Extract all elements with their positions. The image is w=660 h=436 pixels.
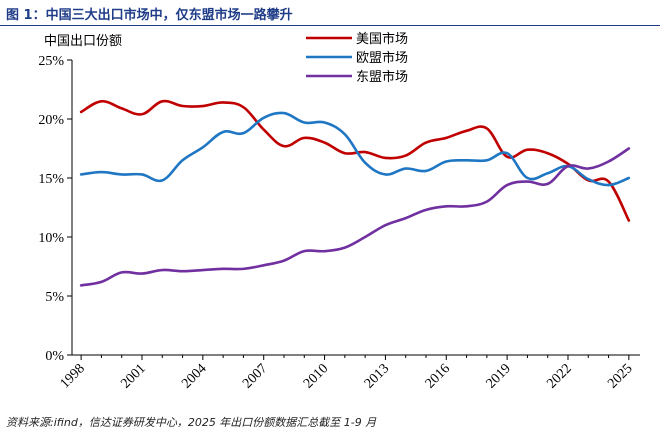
- x-tick-label: 2022: [544, 361, 574, 391]
- x-tick-label: 2013: [362, 361, 392, 391]
- x-tick-label: 2025: [605, 361, 635, 391]
- legend-label-eu-market: 欧盟市场: [356, 50, 408, 66]
- series-line-us-market: [79, 99, 631, 222]
- y-tick-label: 0%: [45, 349, 64, 364]
- x-tick-label: 1998: [58, 361, 88, 391]
- title-divider: [0, 25, 660, 26]
- legend-label-us-market: 美国市场: [356, 31, 408, 47]
- y-tick-label: 25%: [38, 54, 64, 69]
- series-line-eu-market: [79, 111, 631, 187]
- series-layer: [79, 99, 631, 287]
- y-tick-label: 10%: [38, 231, 64, 246]
- source-note: 资料来源:ifind，信达证券研发中心，2025 年出口份额数据汇总截至 1-9…: [6, 416, 377, 429]
- y-axis-label: 中国出口份额: [44, 34, 123, 49]
- x-tick-label: 2016: [423, 361, 453, 391]
- x-tick-label: 2001: [118, 361, 148, 391]
- x-tick-label: 2004: [179, 361, 209, 391]
- x-tick-label: 2019: [484, 361, 514, 391]
- y-tick-label: 20%: [38, 113, 64, 128]
- figure-title: 图 1：中国三大出口市场中，仅东盟市场一路攀升: [6, 8, 293, 23]
- axes: 0% 5% 10% 15% 20% 25% 1998 2001 2004 2007 2010 2013…: [38, 54, 640, 392]
- y-tick-label: 5%: [45, 290, 64, 305]
- x-tick-label: 2007: [240, 361, 270, 391]
- legend-label-asean-market: 东盟市场: [356, 69, 408, 85]
- x-tick-label: 2010: [301, 361, 331, 391]
- y-tick-label: 15%: [38, 172, 64, 187]
- series-line-asean-market: [79, 147, 631, 287]
